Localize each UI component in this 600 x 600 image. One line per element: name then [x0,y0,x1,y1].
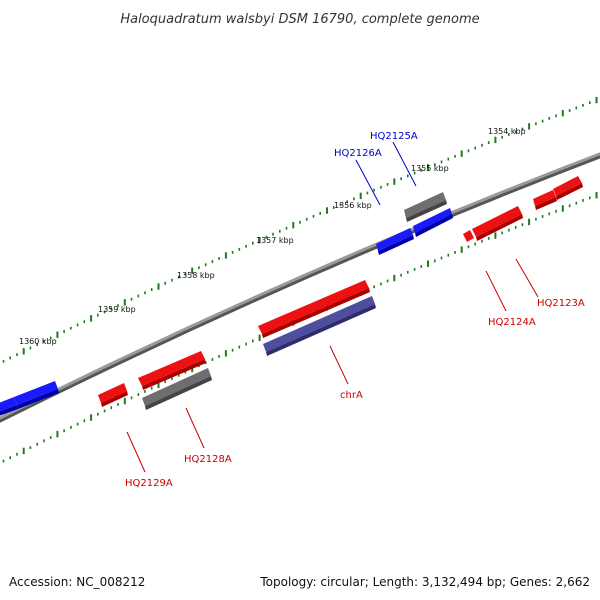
gene-label-chra[interactable]: chrA [340,390,363,401]
gene-arrow-hq2124a-small[interactable] [463,230,474,242]
gene-arrow-grey-hq2125[interactable] [404,192,447,222]
gene-arrow-hq2123a-a[interactable] [553,176,583,200]
kbp-label-1357: 1357 kbp [256,236,294,245]
feature-bar-chra[interactable] [263,296,376,356]
gene-arrow-hq2123a-b[interactable] [533,190,557,210]
gene-label-hq2123a[interactable]: HQ2123A [537,298,585,309]
genome-backbone-shadow [0,153,600,423]
kbp-label-1354: 1354 kbp [488,127,526,136]
gene-arrow-blue-left-1[interactable] [14,381,59,409]
callout-line-hq2124a [485,270,507,312]
gene-arrow-hq2126a[interactable] [376,228,414,255]
outer-tick-row [2,96,598,363]
accession-text: Accession: NC_008212 [9,575,145,589]
map-title: Haloquadratum walsbyi DSM 16790, complet… [120,12,479,27]
kbp-label-1356: 1356 kbp [334,201,372,210]
gene-label-hq2126a[interactable]: HQ2126A [334,148,382,159]
gene-label-hq2128a[interactable]: HQ2128A [184,454,232,465]
gene-label-hq2124a[interactable]: HQ2124A [488,317,536,328]
gene-arrow-hq2128a[interactable] [138,351,206,390]
gene-label-hq2129a[interactable]: HQ2129A [125,478,173,489]
kbp-label-1360: 1360 kbp [19,337,57,346]
genome-summary-text: Topology: circular; Length: 3,132,494 bp… [259,575,590,589]
callout-lines [126,141,539,473]
callout-line-hq2129a [126,431,146,473]
gene-label-hq2125a[interactable]: HQ2125A [370,131,418,142]
callout-line-chra [329,345,349,385]
genome-backbone [0,152,600,420]
gene-arrow-hq2129a[interactable] [98,383,128,407]
gene-arrow-hq2125a[interactable] [413,208,453,237]
callout-line-hq2125a [392,141,417,187]
kbp-label-1355: 1355 kbp [411,164,449,173]
gene-arrow-grey-hq2128[interactable] [142,368,212,410]
kbp-label-1359: 1359 kbp [98,305,136,314]
callout-line-hq2128a [185,407,205,449]
kbp-label-1358: 1358 kbp [177,271,215,280]
gene-arrow-chra[interactable] [258,280,370,338]
callout-line-hq2123a [515,258,539,298]
gene-arrow-blue-left-2[interactable] [0,397,18,416]
callout-line-hq2126a [355,159,381,206]
gene-arrow-hq2124a[interactable] [472,206,523,241]
